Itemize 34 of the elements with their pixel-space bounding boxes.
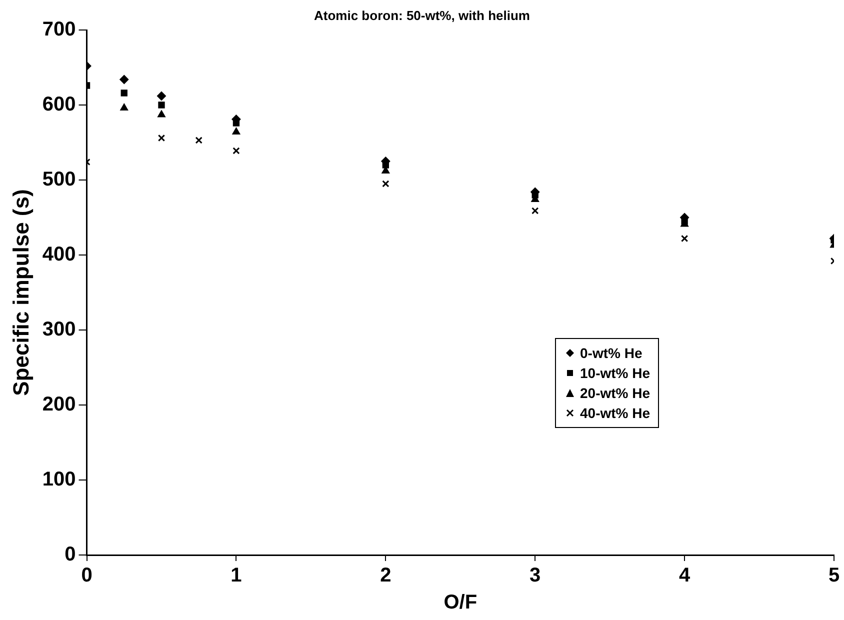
- x-tick-label: 2: [380, 564, 392, 587]
- point: [120, 90, 128, 96]
- point: [232, 147, 240, 154]
- chart-title: Atomic boron: 50-wt%, with helium: [314, 8, 530, 23]
- legend-label: 10-wt% He: [580, 365, 650, 381]
- x-tick-label: 0: [81, 564, 92, 587]
- y-tick-label: 500: [42, 168, 76, 191]
- x-tick-label: 4: [678, 564, 691, 587]
- point: [532, 207, 539, 214]
- x-tick-label: 1: [230, 564, 242, 587]
- y-tick-label: 0: [64, 544, 76, 566]
- legend-label: 20-wt% He: [580, 385, 650, 401]
- point: [680, 234, 688, 242]
- y-tick-label: 300: [42, 318, 76, 341]
- y-tick-label: 400: [42, 244, 76, 266]
- y-tick-label: 700: [42, 18, 76, 41]
- y-tick-label: 200: [42, 394, 76, 416]
- y-tick-label: 100: [42, 468, 76, 491]
- point: [158, 110, 166, 118]
- point: [195, 136, 202, 144]
- x-tick-label: 3: [530, 564, 541, 587]
- y-tick-label: 600: [42, 94, 76, 116]
- point: [382, 180, 390, 188]
- y-axis-title: Specific impulse (s): [8, 189, 34, 396]
- point: [156, 92, 166, 100]
- point: [120, 104, 128, 110]
- point: [158, 134, 166, 142]
- legend-label: 40-wt% He: [580, 405, 650, 421]
- point: [232, 128, 240, 134]
- x-axis-title: O/F: [444, 592, 478, 614]
- x-tick-label: 5: [828, 564, 840, 587]
- point: [120, 75, 129, 84]
- legend-label: 0-wt% He: [580, 345, 642, 361]
- point: [158, 102, 165, 108]
